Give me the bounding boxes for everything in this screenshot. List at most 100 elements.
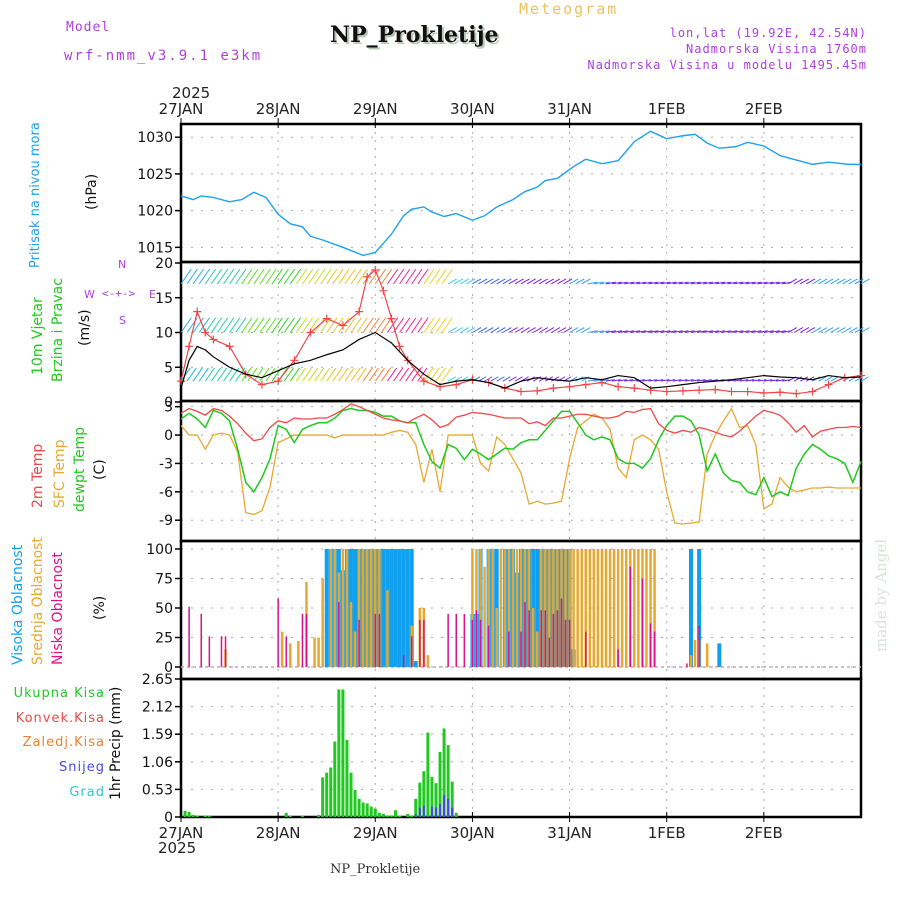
wind-arrow xyxy=(332,367,343,382)
low-cloud-bar xyxy=(374,613,377,667)
footer-title: NP_Prokletije xyxy=(330,862,421,877)
low-cloud-bar xyxy=(479,619,482,667)
mid-cloud-bar xyxy=(552,549,555,667)
total-rain-bar xyxy=(434,783,438,817)
low-cloud-bar xyxy=(560,598,563,667)
wind-arrow xyxy=(806,278,816,285)
wind-gust-marker xyxy=(662,387,671,396)
mid-cloud-bar xyxy=(289,643,292,667)
wind-arrow xyxy=(387,317,399,333)
wind-arrow xyxy=(848,327,858,333)
wind-gust-marker xyxy=(727,387,736,396)
wind-arrow xyxy=(745,281,756,285)
wind-arrow xyxy=(824,327,834,333)
total-rain-bar xyxy=(369,806,373,817)
wind-arrow xyxy=(405,268,417,285)
mid-cloud-bar xyxy=(361,549,365,667)
snow-bar xyxy=(418,807,421,817)
wind-arrow xyxy=(435,367,446,382)
wind-arrow xyxy=(295,268,308,285)
low-cloud-bar xyxy=(447,613,449,667)
wind-arrows xyxy=(180,268,870,382)
high-cloud-bar xyxy=(324,549,329,667)
wind-arrow xyxy=(581,278,591,285)
low-cloud-bar xyxy=(419,619,421,667)
high-cloud-bar xyxy=(413,661,418,667)
wind-arrow xyxy=(818,278,828,285)
wind-arrow xyxy=(223,367,234,382)
total-rain-bar xyxy=(187,811,191,817)
mid-cloud-bar xyxy=(612,549,616,667)
wind-gust-marker xyxy=(177,377,185,386)
wind-arrow xyxy=(624,330,635,333)
total-rain-bar xyxy=(325,772,329,817)
mid-cloud-bar xyxy=(519,549,523,667)
wind-arrow xyxy=(666,330,677,333)
y-tick-label: 0 xyxy=(164,395,173,411)
wind-arrow xyxy=(763,281,774,285)
wind-arrow xyxy=(253,268,265,285)
low-cloud-bar xyxy=(208,636,211,667)
wind-arrow xyxy=(514,376,523,382)
wind-arrow xyxy=(787,278,797,285)
wind-arrow xyxy=(739,330,750,333)
wind-arrow xyxy=(198,317,210,333)
total-rain-bar xyxy=(418,782,422,817)
total-rain-bar xyxy=(337,689,341,817)
wind-arrow xyxy=(344,268,356,285)
coords-label: lon,lat (19.92E, 42.54N) xyxy=(669,26,867,40)
wind-arrow xyxy=(204,268,217,285)
wind-arrow xyxy=(526,327,536,333)
legend-snow: Snijeg xyxy=(59,760,105,775)
y-tick-label: 1020 xyxy=(137,204,173,220)
wind-arrow xyxy=(727,281,738,285)
wind-arrow xyxy=(769,330,780,333)
wind-arrow xyxy=(605,330,616,333)
year-bottom: 2025 xyxy=(158,839,197,857)
wind-arrow xyxy=(830,327,840,333)
low-cloud-bar xyxy=(540,610,542,667)
wind-arrow xyxy=(356,367,367,382)
y-tick-label: 100 xyxy=(146,542,173,558)
mid-cloud-bar xyxy=(511,549,515,667)
x-tick-label-bottom: 1FEB xyxy=(648,824,686,842)
wind-arrow xyxy=(423,367,434,382)
wind-arrow xyxy=(423,317,435,333)
mid-cloud-bar xyxy=(572,549,575,667)
wind-arrow xyxy=(247,268,259,285)
wind-arrow xyxy=(186,268,198,285)
mid-cloud-bar xyxy=(564,549,567,667)
wind-arrow xyxy=(198,268,210,285)
mid-cloud-bar xyxy=(507,549,511,667)
wind-arrow xyxy=(824,278,834,285)
model-label: Model xyxy=(66,20,111,35)
mid-cloud-bar xyxy=(365,549,369,667)
mid-cloud-bar xyxy=(548,549,551,667)
wind-arrow xyxy=(283,268,295,285)
low-cloud-bar xyxy=(585,631,587,667)
wind-arrow xyxy=(289,317,302,333)
wind-gust-marker xyxy=(371,265,380,274)
wind-gust-marker xyxy=(711,385,720,394)
low-cloud-bar xyxy=(528,610,530,667)
wind-arrow xyxy=(405,317,417,333)
mid-cloud-bar xyxy=(580,549,583,667)
mid-cloud-bar xyxy=(483,566,486,667)
wind-arrow xyxy=(660,379,670,382)
y-tick-label: 3 xyxy=(164,400,173,416)
y-tick-label: 15 xyxy=(155,291,173,307)
wind-arrow xyxy=(374,268,387,285)
wind-arrow xyxy=(484,327,494,333)
wind-arrow xyxy=(587,330,598,333)
wind-arrow xyxy=(514,278,524,285)
wind-arrow xyxy=(642,330,653,333)
mid-cloud-bar xyxy=(592,549,596,667)
wind-arrow xyxy=(289,268,302,285)
wind-gust-marker xyxy=(808,387,817,396)
wind-arrow xyxy=(192,317,204,333)
mid-cloud-bar xyxy=(353,631,357,667)
wind-arrow xyxy=(751,330,762,333)
wind-arrow xyxy=(654,330,665,333)
wind-arrow xyxy=(605,379,615,382)
total-rain-bar xyxy=(317,814,321,817)
